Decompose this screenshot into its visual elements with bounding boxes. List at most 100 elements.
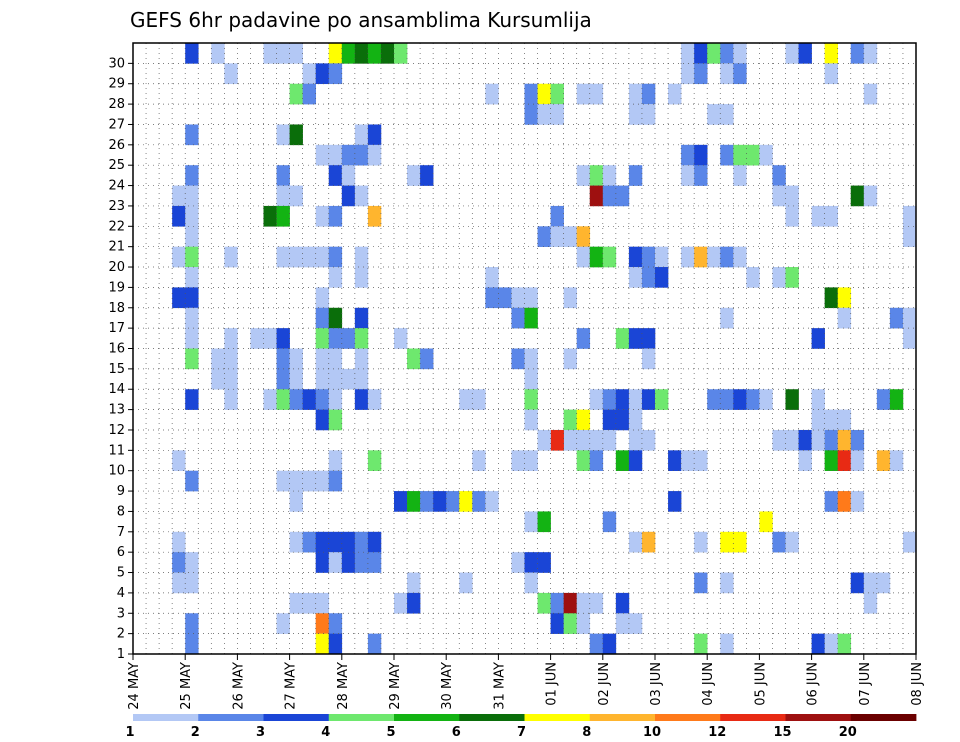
heatmap-cell bbox=[276, 185, 290, 207]
heatmap-cell bbox=[641, 267, 656, 288]
heatmap-cell bbox=[263, 328, 277, 349]
heatmap-cell bbox=[550, 592, 564, 614]
heatmap-cell bbox=[850, 43, 865, 64]
heatmap-cell bbox=[694, 450, 708, 471]
heatmap-cell bbox=[276, 43, 290, 64]
heatmap-cell bbox=[289, 83, 303, 105]
heatmap-cell bbox=[602, 429, 617, 451]
heatmap-cell bbox=[537, 429, 551, 451]
heatmap-cell bbox=[837, 450, 852, 471]
heatmap-cell bbox=[668, 450, 682, 471]
heatmap-cell bbox=[602, 633, 617, 655]
heatmap-cell bbox=[485, 267, 499, 288]
heatmap-cell bbox=[655, 246, 669, 268]
heatmap-cell bbox=[341, 43, 356, 64]
heatmap-cell bbox=[863, 83, 878, 105]
heatmap-cell bbox=[746, 389, 760, 410]
heatmap-cell bbox=[224, 328, 238, 349]
heatmap-cell bbox=[328, 531, 343, 553]
heatmap-cell bbox=[628, 429, 643, 451]
heatmap-cell bbox=[720, 246, 734, 268]
heatmap-cell bbox=[524, 409, 538, 431]
heatmap-cell bbox=[850, 185, 865, 207]
heatmap-cell bbox=[694, 43, 708, 64]
heatmap-cell bbox=[615, 450, 630, 471]
heatmap-cell bbox=[576, 409, 591, 431]
heatmap-cell bbox=[641, 328, 656, 349]
heatmap-cell bbox=[876, 450, 891, 471]
heatmap-cell bbox=[315, 287, 330, 309]
heatmap-cell bbox=[276, 348, 290, 370]
heatmap-cell bbox=[354, 348, 369, 370]
colorbar-swatch bbox=[850, 714, 917, 721]
heatmap-cell bbox=[211, 43, 225, 64]
x-tick-label: 01 JUN bbox=[545, 662, 560, 706]
heatmap-cell bbox=[341, 328, 356, 349]
heatmap-cell bbox=[850, 572, 865, 594]
heatmap-cell bbox=[459, 389, 473, 410]
heatmap-cell bbox=[341, 185, 356, 207]
heatmap-cell bbox=[185, 633, 199, 655]
heatmap-cell bbox=[211, 348, 225, 370]
heatmap-cell bbox=[641, 246, 656, 268]
heatmap-cell bbox=[315, 389, 330, 410]
heatmap-cell bbox=[302, 470, 316, 492]
heatmap-cell bbox=[733, 389, 747, 410]
heatmap-cell bbox=[824, 43, 838, 64]
heatmap-cell bbox=[289, 246, 303, 268]
heatmap-cell bbox=[524, 389, 538, 410]
heatmap-cell bbox=[459, 572, 473, 594]
heatmap-cell bbox=[889, 307, 904, 329]
heatmap-cell bbox=[798, 429, 812, 451]
heatmap-cell bbox=[902, 307, 917, 329]
heatmap-cell bbox=[328, 389, 343, 410]
y-tick-label: 27 bbox=[108, 117, 125, 132]
heatmap-cell bbox=[341, 165, 356, 186]
heatmap-cell bbox=[524, 348, 538, 370]
colorbar-label: 5 bbox=[386, 725, 395, 740]
heatmap-cell bbox=[785, 205, 799, 227]
heatmap-cell bbox=[537, 511, 551, 533]
colorbar-label: 12 bbox=[708, 725, 726, 740]
heatmap-cell bbox=[798, 43, 812, 64]
heatmap-cell bbox=[576, 429, 591, 451]
y-tick-label: 30 bbox=[108, 56, 125, 71]
heatmap-cell bbox=[628, 450, 643, 471]
heatmap-cell bbox=[563, 429, 577, 451]
heatmap-cell bbox=[315, 368, 330, 390]
heatmap-cell bbox=[472, 491, 486, 512]
heatmap-cell bbox=[276, 389, 290, 410]
heatmap-cell bbox=[367, 144, 382, 166]
heatmap-cell bbox=[524, 287, 538, 309]
heatmap-cell bbox=[602, 389, 617, 410]
heatmap-cell bbox=[315, 552, 330, 573]
y-tick-label: 20 bbox=[108, 260, 125, 275]
heatmap-cell bbox=[511, 287, 525, 309]
y-tick-label: 28 bbox=[108, 97, 125, 112]
heatmap-cell bbox=[263, 389, 277, 410]
heatmap-cell bbox=[263, 205, 277, 227]
heatmap-cell bbox=[785, 531, 799, 553]
y-tick-label: 5 bbox=[117, 566, 125, 581]
heatmap-cell bbox=[354, 531, 369, 553]
heatmap-cell bbox=[694, 246, 708, 268]
heatmap-cell bbox=[354, 43, 369, 64]
colorbar-legend: 1 2 3 4 5 6 7 8 10 12 15 20 bbox=[125, 714, 917, 740]
heatmap-cell bbox=[863, 43, 878, 64]
heatmap-cell bbox=[407, 348, 421, 370]
heatmap-cell bbox=[276, 328, 290, 349]
colorbar-swatch bbox=[394, 714, 460, 721]
heatmap-cell bbox=[367, 124, 382, 146]
x-tick-label: 30 MAY bbox=[440, 662, 455, 710]
colorbar-swatch bbox=[198, 714, 264, 721]
heatmap-cell bbox=[185, 572, 199, 594]
heatmap-cell bbox=[354, 124, 369, 146]
heatmap-cell bbox=[289, 43, 303, 64]
heatmap-cell bbox=[550, 205, 564, 227]
heatmap-cell bbox=[185, 185, 199, 207]
heatmap-cell bbox=[185, 43, 199, 64]
heatmap-cell bbox=[589, 185, 604, 207]
heatmap-cell bbox=[289, 389, 303, 410]
heatmap-cell bbox=[328, 267, 343, 288]
heatmap-cell bbox=[863, 572, 878, 594]
